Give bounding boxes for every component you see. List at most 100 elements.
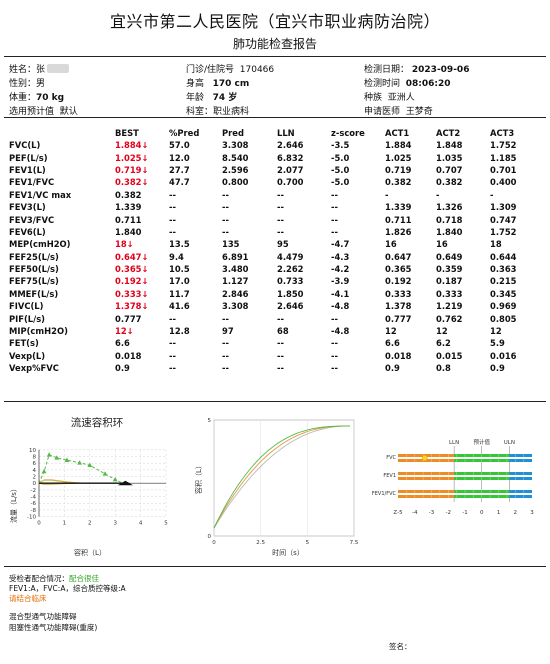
result-cell-pred: -- — [222, 313, 229, 324]
result-cell-pct: -- — [169, 226, 176, 237]
result-cell-p: FEV1/FVC — [9, 177, 55, 188]
zscore-x-tick: 3 — [530, 510, 534, 516]
result-cell-a2: 12 — [436, 326, 448, 337]
result-cell-p: PIF(L/s) — [9, 313, 46, 324]
result-cell-a1: 0.382 — [385, 177, 412, 188]
zscore-panel: LLN 预计值 ULN FVC FEV1 FEV1/FVC Z-5 -4 -3 -2 -1 0 1 2 3 — [368, 408, 540, 560]
flow-volume-x-tick: 0 — [37, 521, 41, 527]
zscore-row-label: FEV1/FVC — [372, 491, 397, 497]
zscore-track — [398, 457, 532, 459]
result-cell-pred: 6.891 — [222, 251, 249, 262]
result-cell-a1: 0.018 — [385, 350, 412, 361]
result-cell-best: 0.647↓ — [115, 251, 149, 262]
zscore-track — [398, 475, 532, 477]
result-cell-p: MIP(cmH2O) — [9, 326, 68, 337]
result-row: MIP(cmH2O) 12↓ 12.8 97 68 -4.8 12 12 12 — [9, 325, 540, 337]
result-cell-pred: 2.846 — [222, 288, 249, 299]
result-cell-best: 0.711 — [115, 214, 142, 225]
result-cell-z: -4.1 — [331, 288, 350, 299]
volume-time-panel: 0 2.5 5 7.5 0 5 容积（L） 时间（s） — [190, 408, 362, 560]
pred-set: 选用预计值 默认 — [9, 107, 78, 117]
result-cell-a2: 0.187 — [436, 276, 463, 287]
flow-volume-ylabel: 流量（L/s） — [9, 485, 18, 523]
result-cell-pred: 135 — [222, 239, 240, 250]
result-cell-a2: 1.848 — [436, 140, 463, 151]
volume-time-curve — [213, 425, 350, 529]
zscore-fvc-marker — [421, 455, 428, 461]
flow-volume-x-tick: 1 — [63, 521, 67, 527]
result-cell-lln: 2.262 — [277, 264, 304, 275]
result-cell-z: -- — [331, 189, 338, 200]
result-row: FVC(L) 1.884↓ 57.0 3.308 2.646 -3.5 1.884 1.848… — [9, 139, 540, 151]
result-cell-p: FEV6(L) — [9, 226, 46, 237]
zscore-row-label: FVC — [386, 455, 396, 461]
result-cell-pct: -- — [169, 202, 176, 213]
flow-volume-y-tick: 2 — [33, 475, 37, 481]
result-cell-p: FEF50(L/s) — [9, 264, 59, 275]
result-cell-lln: 95 — [277, 239, 289, 250]
predicted-marker — [102, 471, 108, 476]
result-cell-a1: 1.826 — [385, 226, 412, 237]
result-cell-pct: -- — [169, 363, 176, 374]
result-cell-pred: -- — [222, 350, 229, 361]
result-row: MEP(cmH2O) 18↓ 13.5 135 95 -4.7 16 16 18 — [9, 238, 540, 250]
flow-volume-y-tick: -6 — [31, 501, 37, 507]
result-row: FEF75(L/s) 0.192↓ 17.0 1.127 0.733 -3.9 0.192 0… — [9, 275, 540, 287]
result-cell-best: 18↓ — [115, 239, 134, 250]
zscore-track — [398, 493, 532, 495]
predicted-marker — [112, 476, 118, 482]
result-cell-a1: 12 — [385, 326, 397, 337]
result-cell-a3: 0.345 — [490, 288, 517, 299]
result-row: FET(s) 6.6 -- -- -- -- 6.6 6.2 5.9 — [9, 337, 540, 349]
result-cell-pct: 12.0 — [169, 152, 190, 163]
result-cell-z: -3.9 — [331, 276, 350, 287]
predicted-marker — [46, 452, 52, 457]
result-row: FEV1/FVC 0.382↓ 47.7 0.800 0.700 -5.0 0.382 0.3… — [9, 176, 540, 188]
result-cell-lln: -- — [277, 189, 284, 200]
header-pct-pred: %Pred — [169, 127, 200, 138]
result-cell-best: 1.840 — [115, 226, 142, 237]
result-cell-pred: 1.127 — [222, 276, 249, 287]
info-divider — [4, 117, 546, 118]
zscore-top-label: 预计值 — [473, 438, 490, 446]
zscore-x-tick: 0 — [480, 510, 484, 516]
flow-volume-x-tick: 2 — [88, 521, 92, 527]
result-cell-a3: - — [490, 189, 494, 200]
result-cell-best: 6.6 — [115, 338, 130, 349]
result-cell-pct: 10.5 — [169, 264, 190, 275]
result-cell-z: -- — [331, 214, 338, 225]
result-cell-z: -- — [331, 338, 338, 349]
flow-volume-y-tick: 0 — [33, 481, 37, 487]
result-cell-best: 0.719↓ — [115, 164, 149, 175]
result-cell-a1: 0.192 — [385, 276, 412, 287]
result-cell-pct: 13.5 — [169, 239, 190, 250]
result-row: FEV3/FVC 0.711 -- -- -- -- 0.711 0.718 0.747 — [9, 213, 540, 225]
header-zscore: z-score — [331, 127, 365, 138]
flow-volume-x-tick: 3 — [113, 521, 117, 527]
chart-divider — [4, 566, 546, 567]
result-cell-a2: 1.219 — [436, 301, 463, 312]
result-cell-a1: 1.025 — [385, 152, 412, 163]
result-cell-pred: 3.308 — [222, 301, 249, 312]
requesting-doctor: 申请医师 王梦奇 — [364, 107, 433, 117]
result-cell-a2: 0.333 — [436, 288, 463, 299]
result-row: FEV1/VC max 0.382 -- -- -- -- - - - — [9, 189, 540, 201]
result-cell-a3: 0.9 — [490, 363, 505, 374]
result-cell-a1: 0.9 — [385, 363, 400, 374]
flow-volume-y-tick: -2 — [31, 488, 36, 494]
end-marker — [117, 480, 133, 486]
result-cell-a3: 0.215 — [490, 276, 517, 287]
redaction-blur — [47, 64, 70, 73]
result-cell-pct: -- — [169, 189, 176, 200]
result-cell-pred: 8.540 — [222, 152, 249, 163]
result-cell-lln: 0.700 — [277, 177, 304, 188]
clinic-number: 门诊/住院号 170466 — [186, 65, 275, 75]
header-lln: LLN — [277, 127, 295, 138]
result-cell-a1: 6.6 — [385, 338, 400, 349]
result-cell-best: 0.9 — [115, 363, 130, 374]
result-cell-a2: 0.8 — [436, 363, 451, 374]
result-cell-pct: 9.4 — [169, 251, 184, 262]
result-cell-a1: 1.884 — [385, 140, 412, 151]
result-cell-pred: -- — [222, 338, 229, 349]
